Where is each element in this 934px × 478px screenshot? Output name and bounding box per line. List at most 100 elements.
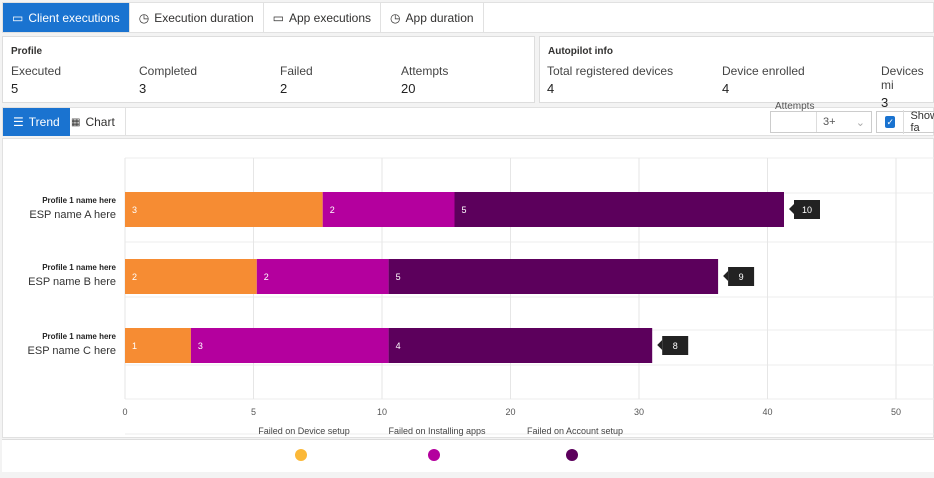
total-callout-pointer bbox=[789, 204, 794, 214]
stat-value: 20 bbox=[401, 81, 416, 96]
tab-app-executions[interactable]: ▭ App executions bbox=[264, 3, 382, 32]
bar-segment bbox=[388, 328, 653, 363]
total-callout-pointer bbox=[723, 271, 729, 281]
tab-label: App executions bbox=[288, 10, 372, 25]
stat-label: Device enrolled bbox=[722, 64, 805, 78]
stat-attempts: Attempts 20 bbox=[401, 64, 448, 96]
stat-value: 2 bbox=[280, 81, 288, 96]
tab-client-executions[interactable]: ▭ Client executions bbox=[3, 3, 130, 32]
legend-marker bbox=[428, 449, 440, 461]
row-profile-label: Profile 1 name here bbox=[42, 332, 116, 341]
clock-icon: ◷ bbox=[390, 10, 401, 25]
stat-label: Completed bbox=[139, 64, 198, 78]
x-tick-label: 30 bbox=[634, 407, 644, 417]
bar-segment-label: 2 bbox=[264, 272, 269, 282]
attempts-select[interactable]: 3+ ⌄ bbox=[770, 111, 872, 133]
show-failed-toggle[interactable]: ✓ Show fa bbox=[876, 110, 934, 134]
x-tick-label: 0 bbox=[122, 407, 127, 417]
bar-segment bbox=[256, 259, 389, 294]
stat-devices-mi: Devices mi 3 bbox=[881, 64, 933, 110]
stat-executed: Executed 5 bbox=[11, 64, 61, 96]
chart-icon: ▦ bbox=[71, 116, 81, 128]
tab-label: App duration bbox=[405, 10, 474, 25]
total-label: 8 bbox=[673, 341, 678, 351]
legend-marker bbox=[295, 449, 307, 461]
stat-value: 4 bbox=[547, 81, 555, 96]
legend-label: Failed on Installing apps bbox=[388, 426, 486, 436]
total-callout bbox=[794, 200, 820, 219]
stat-value: 3 bbox=[881, 95, 889, 110]
stat-label: Total registered devices bbox=[547, 64, 674, 78]
bar-segment-label: 4 bbox=[396, 341, 401, 351]
profile-title: Profile bbox=[11, 46, 43, 57]
tab-trend[interactable]: ☰ Trend bbox=[3, 108, 70, 136]
bar-segment-label: 1 bbox=[132, 341, 137, 351]
trend-label: Trend bbox=[28, 115, 60, 129]
legend-markers bbox=[295, 449, 578, 461]
total-callout-pointer bbox=[657, 340, 663, 350]
x-tick-label: 50 bbox=[891, 407, 901, 417]
bar-segment-label: 2 bbox=[132, 272, 137, 282]
legend-label: Failed on Device setup bbox=[258, 426, 350, 436]
attempts-label: Attempts bbox=[775, 101, 815, 112]
stat-label: Devices mi bbox=[881, 64, 924, 92]
stat-completed: Completed 3 bbox=[139, 64, 197, 96]
chart-label: Chart bbox=[85, 115, 115, 129]
profile-panel: Profile Executed 5 Completed 3 Failed 2 Attemp… bbox=[2, 36, 535, 103]
bar-segment bbox=[322, 192, 455, 227]
view-toolbar: ☰ Trend ▦ Chart Attempts 3+ ⌄ ✓ Show fa bbox=[2, 101, 934, 136]
app-window-icon: ▭ bbox=[272, 10, 284, 25]
show-failed-label: Show fa bbox=[903, 110, 934, 134]
bar-segment bbox=[388, 259, 719, 294]
bar-segment bbox=[190, 328, 389, 363]
monitor-icon: ▭ bbox=[12, 10, 24, 25]
tab-label: Execution duration bbox=[154, 10, 254, 25]
stat-label: Attempts bbox=[401, 64, 449, 78]
legend bbox=[2, 439, 934, 472]
clock-icon: ◷ bbox=[138, 10, 150, 25]
stat-value: 4 bbox=[722, 81, 730, 96]
x-tick-label: 20 bbox=[505, 407, 515, 417]
autopilot-panel: Autopilot info Total registered devices 4… bbox=[539, 36, 934, 110]
row-esp-label: ESP name A here bbox=[29, 209, 116, 221]
stacked-bar-chart: 0 5 10 20 30 40 50 Profile 1 name here ESP name … bbox=[28, 157, 934, 436]
chevron-down-icon: ⌄ bbox=[855, 117, 865, 129]
legend-marker bbox=[566, 449, 578, 461]
row-esp-label: ESP name C here bbox=[28, 345, 116, 357]
tab-execution-duration[interactable]: ◷ Execution duration bbox=[130, 3, 264, 32]
legend-label: Failed on Account setup bbox=[527, 426, 623, 436]
stat-failed: Failed 2 bbox=[280, 64, 313, 96]
tab-label: Client executions bbox=[28, 10, 120, 25]
row-profile-label: Profile 1 name here bbox=[42, 196, 116, 205]
bar-segment bbox=[125, 192, 323, 227]
bar-segment-label: 5 bbox=[396, 272, 401, 282]
stat-device-enrolled: Device enrolled 4 bbox=[722, 64, 805, 96]
row-esp-label: ESP name B here bbox=[28, 276, 116, 288]
bar-segment-label: 3 bbox=[198, 341, 203, 351]
total-callout bbox=[662, 336, 689, 355]
x-tick-label: 40 bbox=[762, 407, 772, 417]
row-profile-label: Profile 1 name here bbox=[42, 263, 116, 272]
tab-chart[interactable]: ▦ Chart bbox=[61, 108, 126, 136]
checkbox-icon[interactable]: ✓ bbox=[885, 116, 896, 128]
x-tick-label: 10 bbox=[377, 407, 387, 417]
stat-value: 5 bbox=[11, 81, 19, 96]
attempts-value: 3+ bbox=[823, 116, 836, 128]
x-tick-label: 5 bbox=[251, 407, 256, 417]
bar-segment bbox=[125, 328, 191, 363]
stat-total-registered-devices: Total registered devices 4 bbox=[547, 64, 673, 96]
lines-icon: ☰ bbox=[13, 115, 24, 129]
stat-label: Failed bbox=[280, 64, 313, 78]
bar-segment bbox=[454, 192, 784, 227]
tab-app-duration[interactable]: ◷ App duration bbox=[381, 3, 484, 32]
chart-area: 0 5 10 20 30 40 50 Profile 1 name here ESP name … bbox=[2, 138, 934, 438]
total-label: 10 bbox=[802, 205, 812, 215]
stat-value: 3 bbox=[139, 81, 147, 96]
total-label: 9 bbox=[739, 272, 744, 282]
total-callout bbox=[728, 267, 755, 286]
report-tabs: ▭ Client executions ◷ Execution duration ▭ Ap… bbox=[2, 2, 934, 33]
bar-segment-label: 2 bbox=[330, 205, 335, 215]
stat-label: Executed bbox=[11, 64, 62, 78]
autopilot-title: Autopilot info bbox=[548, 46, 613, 57]
bar-segment-label: 5 bbox=[462, 205, 467, 215]
